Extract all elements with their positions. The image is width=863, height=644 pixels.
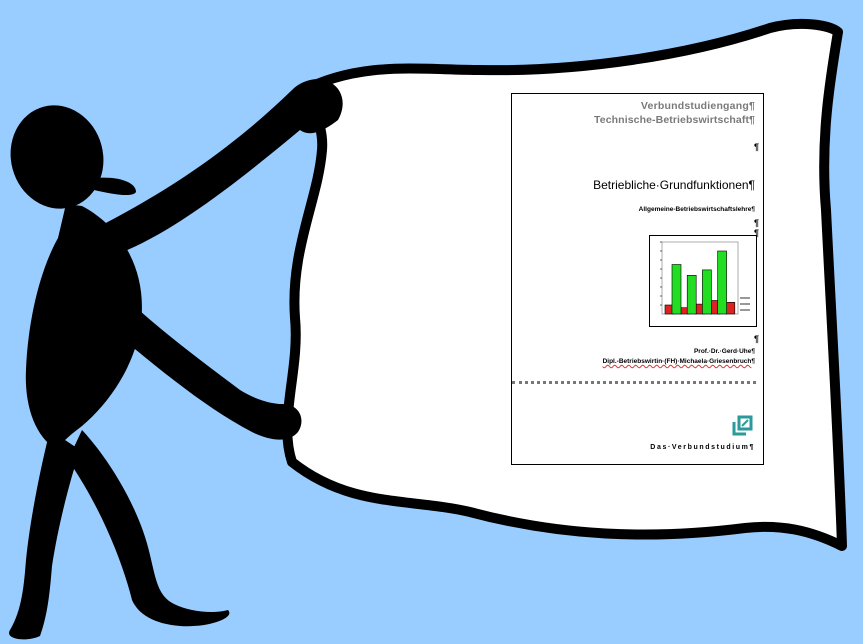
pilcrow: ¶ — [751, 358, 755, 365]
pilcrow: ¶ — [753, 142, 759, 152]
course-title: Betriebliche·Grundfunktionen — [593, 178, 749, 192]
bar — [686, 274, 697, 315]
pilcrow: ¶ — [751, 348, 755, 355]
author-1: Prof.·Dr.·Gerd·Uhe — [693, 348, 752, 355]
pilcrow: ¶ — [748, 100, 755, 112]
cover-bar-chart — [649, 235, 757, 327]
footer-brand: Das·Verbundstudium — [650, 444, 750, 451]
pilcrow: ¶ — [753, 218, 759, 228]
pilcrow: ¶ — [751, 206, 755, 213]
pilcrow: ¶ — [749, 114, 755, 126]
course-subtitle: Allgemeine-Betriebswirtschaftslehre — [638, 206, 752, 213]
pilcrow: ¶ — [749, 444, 755, 451]
figure-leg-right — [68, 430, 230, 627]
figure-torso — [25, 204, 142, 450]
bar — [717, 250, 727, 315]
program-subject: Technische-Betriebswirtschaft — [594, 114, 750, 126]
figure-leg-left — [9, 430, 80, 640]
bar — [725, 302, 736, 315]
bar — [702, 269, 712, 315]
pilcrow: ¶ — [753, 334, 759, 344]
document-page: Verbundstudiengang¶ Technische-Betriebsw… — [511, 93, 764, 465]
figure-arm-lower — [124, 300, 302, 440]
section-break — [512, 381, 756, 384]
pilcrow: ¶ — [748, 178, 755, 192]
figure-nose — [94, 177, 136, 196]
figure-head — [10, 105, 104, 209]
bar — [671, 264, 682, 315]
pilcrow: ¶ — [753, 228, 759, 238]
verbundstudium-logo-icon — [732, 415, 753, 436]
author-2: Dipl.-Betriebswirtin·(FH)·Michaela·Gries… — [602, 358, 752, 365]
figure-arm-upper — [100, 79, 343, 256]
program-name: Verbundstudiengang — [640, 100, 749, 112]
